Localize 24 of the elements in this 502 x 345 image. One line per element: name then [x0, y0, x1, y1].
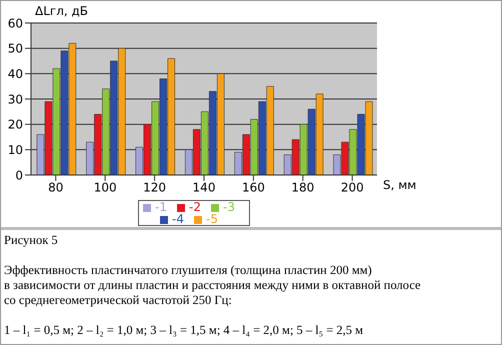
- text: Рисунок 5: [4, 233, 59, 248]
- y-tick-label: 40: [8, 66, 23, 81]
- x-tick-label: 120: [143, 180, 166, 195]
- legend-label: -4: [172, 212, 184, 226]
- y-axis-title: ΔLгл, дБ: [35, 4, 88, 18]
- y-tick-label: 50: [8, 42, 23, 56]
- x-tick-label: 100: [94, 180, 117, 195]
- legend-label: -3: [222, 200, 235, 214]
- y-tick-label: 0: [15, 168, 23, 182]
- legend-label: -5: [206, 212, 218, 226]
- y-tick-label: 30: [8, 92, 23, 106]
- x-tick-label: 160: [242, 180, 265, 195]
- legend-label: -1: [155, 200, 168, 214]
- x-axis-title: S, мм: [383, 178, 416, 192]
- x-tick-label: 80: [48, 180, 64, 195]
- x-tick-label: 200: [340, 180, 364, 195]
- x-tick-label: 180: [291, 180, 314, 195]
- y-tick-label: 60: [8, 16, 23, 30]
- text: Эффективность пластинчатого глушителя (толщина пластин 200 мм) в зависимости от длины пластин и расстояния между ними в октавной полосе со среднегеометрической частотой 250 Гц:: [4, 263, 421, 308]
- y-tick-label: 20: [8, 118, 23, 132]
- x-tick-label: 140: [192, 180, 216, 195]
- legend-label: -2: [189, 200, 201, 214]
- y-tick-label: 10: [8, 142, 23, 157]
- text: 1 – l₁ = 0,5 м; 2 – l₂ = 1,0 м; 3 – l₃ = 1,5 м; 4 – l₄ = 2,0 м; 5 – l₅ = 2,5 м: [4, 323, 364, 338]
